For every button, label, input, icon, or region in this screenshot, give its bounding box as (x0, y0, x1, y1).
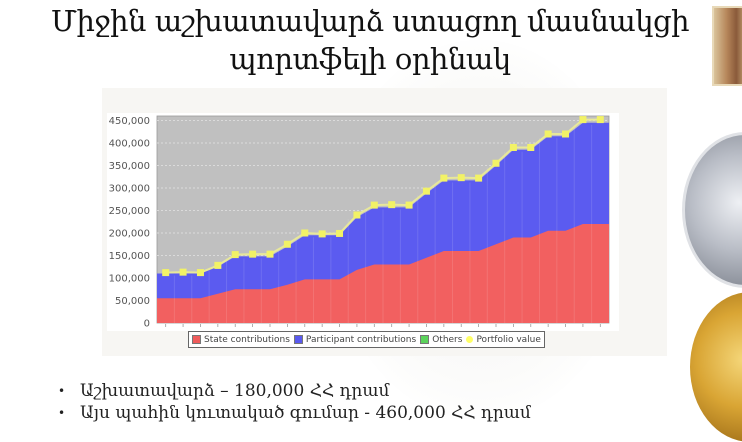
portfolio-value-marker (579, 116, 587, 124)
portfolio-value-marker (440, 174, 448, 182)
legend-swatch-icon (420, 335, 430, 344)
bullet-icon: • (58, 406, 66, 420)
portfolio-value-marker (336, 229, 344, 237)
portfolio-value-marker (249, 250, 257, 258)
title-line-2: պորտֆելի օրինակ (229, 42, 511, 76)
portfolio-value-marker (405, 201, 413, 209)
y-tick-label: 100,000 (109, 274, 150, 285)
legend-label: Others (432, 334, 463, 345)
legend-item: Participant contributions (293, 334, 417, 345)
portfolio-value-marker (388, 201, 396, 209)
portfolio-value-marker (596, 116, 604, 124)
y-tick-label: 200,000 (109, 229, 150, 240)
legend-swatch-icon (192, 335, 201, 344)
legend-label: Portfolio value (476, 334, 541, 345)
legend-item: Portfolio value (466, 334, 541, 345)
portfolio-value-marker (509, 144, 517, 151)
portfolio-value-marker (475, 174, 483, 182)
y-tick-label: 0 (144, 319, 150, 330)
y-tick-label: 250,000 (109, 206, 150, 217)
bullet-salary: • Աշխատավարձ – 180,000 ՀՀ դրամ (58, 380, 658, 402)
bullet-accumulated: • Այս պահին կուտակած գումար - 460,000 ՀՀ… (58, 402, 658, 424)
portfolio-value-marker (179, 268, 187, 276)
legend-item: Others (420, 335, 462, 345)
portfolio-value-marker (422, 187, 430, 195)
portfolio-value-marker (527, 144, 535, 151)
legend-swatch-icon (293, 335, 303, 344)
chart-legend: State contributions Participant contribut… (188, 331, 545, 348)
bullet-icon: • (58, 384, 66, 398)
portfolio-value-marker (353, 211, 361, 219)
portfolio-value-marker (196, 269, 204, 277)
legend-label: State contributions (204, 334, 290, 345)
portfolio-value-marker (214, 261, 222, 269)
banknote-image (712, 6, 742, 86)
slide-title: Միջին աշխատավարձ ստացող մասնակցի պորտֆել… (40, 2, 700, 78)
y-tick-label: 350,000 (109, 161, 150, 172)
portfolio-value-marker (492, 159, 500, 167)
y-tick-label: 400,000 (109, 139, 150, 150)
bullet-text: Աշխատավարձ – 180,000 ՀՀ դրամ (80, 381, 390, 401)
y-tick-label: 50,000 (115, 296, 150, 307)
portfolio-value-marker (544, 130, 552, 138)
title-line-1: Միջին աշխատավարձ ստացող մասնակցի (50, 4, 690, 38)
legend-label: Participant contributions (305, 334, 417, 345)
y-tick-label: 450,000 (109, 116, 150, 127)
portfolio-value-marker (370, 201, 378, 209)
stacked-area-chart: 0 50,000 100,000 150,000 200,000 250,000 300,0… (107, 113, 619, 331)
portfolio-value-marker (457, 174, 465, 182)
y-tick-label: 150,000 (109, 251, 150, 262)
portfolio-value-marker (266, 250, 274, 258)
portfolio-value-marker (231, 251, 239, 259)
portfolio-value-marker (562, 130, 570, 138)
portfolio-value-marker (318, 230, 326, 238)
y-tick-label: 300,000 (109, 184, 150, 195)
bullet-list: • Աշխատավարձ – 180,000 ՀՀ դրամ • Այս պահ… (58, 380, 658, 424)
portfolio-value-marker (283, 240, 291, 248)
portfolio-value-marker (162, 269, 170, 277)
bullet-text: Այս պահին կուտակած գումար - 460,000 ՀՀ դ… (80, 403, 531, 423)
legend-item: State contributions (192, 335, 290, 345)
portfolio-value-marker (301, 229, 309, 237)
state-contributions-area (157, 224, 609, 323)
legend-swatch-icon (466, 336, 474, 343)
